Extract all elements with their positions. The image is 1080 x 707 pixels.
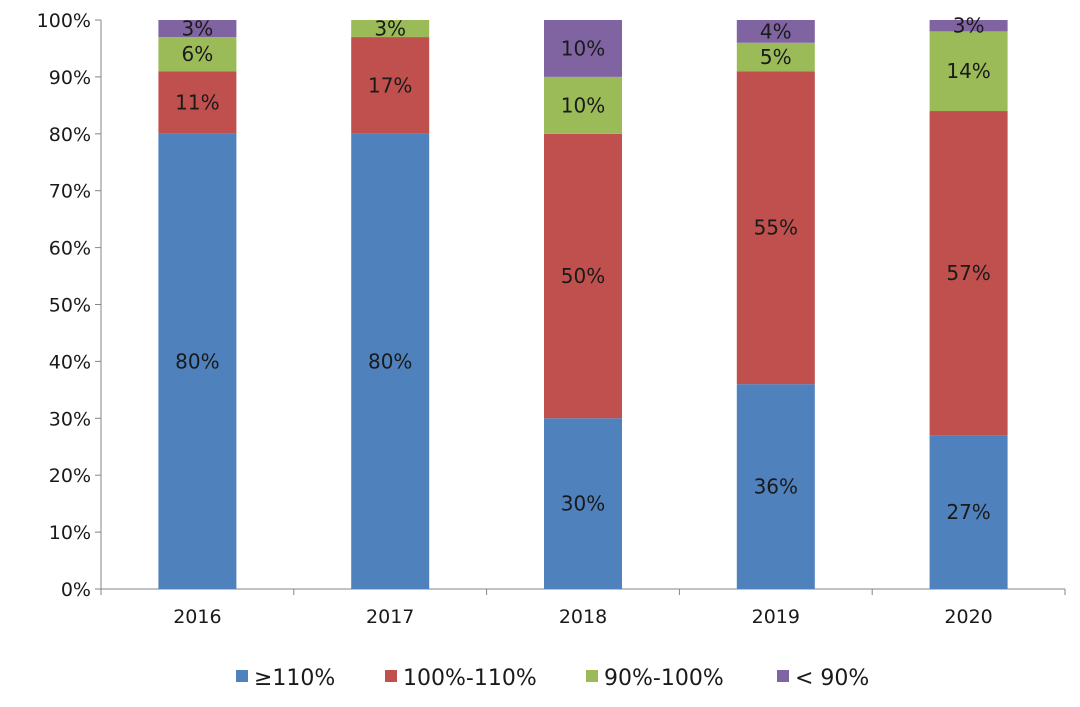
- bar-segment: [929, 435, 1008, 589]
- legend-label: ≥110%: [254, 666, 335, 691]
- data-label: 5%: [760, 45, 792, 69]
- data-label: 30%: [561, 492, 605, 516]
- y-tick-label: 80%: [49, 124, 91, 146]
- y-tick-label: 20%: [49, 465, 91, 487]
- bar-segment: [158, 37, 237, 72]
- legend-swatch: [777, 670, 789, 682]
- data-label: 17%: [368, 73, 412, 97]
- data-label: 6%: [182, 42, 214, 66]
- x-tick-label: 2017: [366, 606, 414, 628]
- y-tick-label: 40%: [49, 351, 91, 373]
- bar-segment: [929, 20, 1008, 32]
- bar-segment: [158, 20, 237, 38]
- y-tick-label: 70%: [49, 181, 91, 203]
- x-tick-label: 2019: [752, 606, 800, 628]
- bar-segment: [736, 71, 815, 385]
- data-label: 57%: [946, 261, 990, 285]
- data-label: 11%: [175, 91, 219, 115]
- data-label: 80%: [368, 349, 412, 373]
- y-tick-label: 30%: [49, 408, 91, 430]
- bar-segment: [351, 20, 430, 38]
- y-tick-label: 50%: [49, 295, 91, 317]
- bar-segment: [351, 133, 430, 590]
- bar-segment: [544, 20, 622, 77]
- bar-segment: [736, 384, 815, 589]
- x-tick-label: 2018: [559, 606, 607, 628]
- y-tick-label: 10%: [49, 522, 91, 544]
- bar-segment: [158, 71, 237, 134]
- y-tick-label: 60%: [49, 238, 91, 260]
- data-label: 80%: [175, 349, 219, 373]
- bar-segment: [929, 111, 1008, 436]
- data-label: 3%: [953, 14, 985, 38]
- data-label: 3%: [374, 17, 406, 41]
- bar-segment: [929, 31, 1008, 112]
- legend-label: 90%-100%: [604, 666, 724, 691]
- data-label: 55%: [754, 216, 798, 240]
- bar-segment: [544, 133, 622, 419]
- x-tick-label: 2020: [944, 606, 992, 628]
- data-label: 10%: [561, 36, 605, 60]
- data-label: 14%: [946, 59, 990, 83]
- data-label: 36%: [754, 475, 798, 499]
- y-tick-label: 0%: [61, 579, 91, 601]
- y-tick-label: 100%: [37, 10, 91, 32]
- bar-segment: [544, 418, 622, 589]
- data-label: 3%: [182, 17, 214, 41]
- bar-segment: [158, 133, 237, 590]
- data-label: 10%: [561, 93, 605, 117]
- data-label: 50%: [561, 264, 605, 288]
- bar-segment: [544, 76, 622, 134]
- legend-label: < 90%: [795, 666, 869, 691]
- data-label: 4%: [760, 19, 792, 43]
- bar-segment: [351, 37, 430, 134]
- x-tick-label: 2016: [173, 606, 221, 628]
- legend-swatch: [385, 670, 397, 682]
- bar-segment: [736, 42, 815, 72]
- legend-label: 100%-110%: [403, 666, 537, 691]
- legend-swatch: [586, 670, 598, 682]
- legend-swatch: [236, 670, 248, 682]
- bar-segment: [736, 20, 815, 43]
- data-label: 27%: [946, 500, 990, 524]
- y-tick-label: 90%: [49, 67, 91, 89]
